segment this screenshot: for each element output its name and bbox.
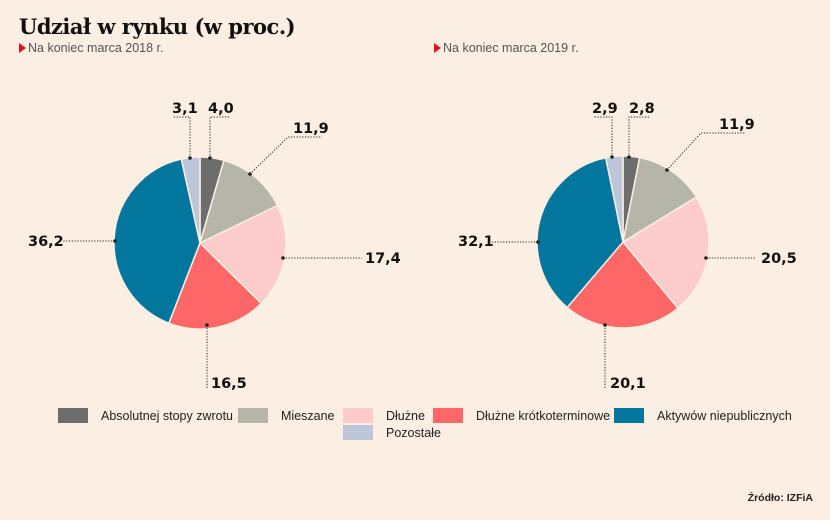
data-label: 36,2	[28, 234, 64, 250]
chart-title: Udział w rynku (w proc.)	[19, 14, 296, 39]
leader-dot	[603, 323, 607, 327]
data-label: 17,4	[365, 251, 401, 267]
leader-dot	[610, 155, 614, 159]
data-label: 11,9	[719, 117, 755, 133]
leader-dot	[205, 323, 209, 327]
leader-line	[593, 116, 613, 157]
leader-dot	[536, 240, 540, 244]
leader-line	[249, 136, 322, 175]
leader-dot	[665, 168, 669, 172]
subtitle-2019-text: Na koniec marca 2019 r.	[443, 41, 579, 55]
data-label: 2,8	[629, 101, 655, 117]
pie-slice-dłużne	[199, 204, 287, 305]
triangle-marker-icon	[19, 43, 26, 53]
data-label: 11,9	[293, 121, 329, 137]
leader-line	[209, 116, 230, 158]
data-label: 16,5	[211, 376, 247, 392]
data-label: 20,5	[761, 251, 797, 267]
data-label: 4,0	[208, 101, 234, 117]
data-label: 20,1	[610, 376, 646, 392]
pie-chart-2018: 4,0 11,9 17,4 16,5 36,2 3,1	[28, 101, 401, 392]
pie-slice-mieszane	[622, 156, 698, 243]
data-label: 2,9	[592, 101, 618, 117]
pie-chart-2019: 2,8 11,9 20,5 20,1 32,1 2,9	[458, 101, 797, 392]
pie-slice-aktywów-niepublicznych	[536, 156, 624, 309]
pie-slice-aktywów-niepublicznych	[113, 158, 201, 324]
leader-dot	[248, 172, 252, 176]
leader-dot	[704, 256, 708, 260]
leader-dot	[627, 155, 631, 159]
leader-dot	[188, 156, 192, 160]
pie-slice-mieszane	[199, 159, 279, 244]
triangle-marker-icon	[434, 43, 441, 53]
pie-slice-dłużne	[622, 196, 710, 309]
subtitle-2019: Na koniec marca 2019 r.	[434, 41, 579, 55]
leader-line	[666, 132, 746, 171]
data-label: 32,1	[458, 234, 494, 250]
leader-dot	[208, 156, 212, 160]
subtitle-2018: Na koniec marca 2018 r.	[19, 41, 164, 55]
leader-dot	[113, 239, 117, 243]
leader-dot	[281, 256, 285, 260]
leader-line	[173, 116, 191, 158]
source-note: Źródło: IZFiA	[747, 492, 813, 504]
subtitle-2018-text: Na koniec marca 2018 r.	[28, 41, 164, 55]
data-label: 3,1	[172, 101, 198, 117]
leader-line	[628, 116, 650, 157]
pie-slice-dłużne-krótkoterminowe	[566, 241, 679, 329]
pie-slice-pozostałe	[605, 155, 624, 243]
